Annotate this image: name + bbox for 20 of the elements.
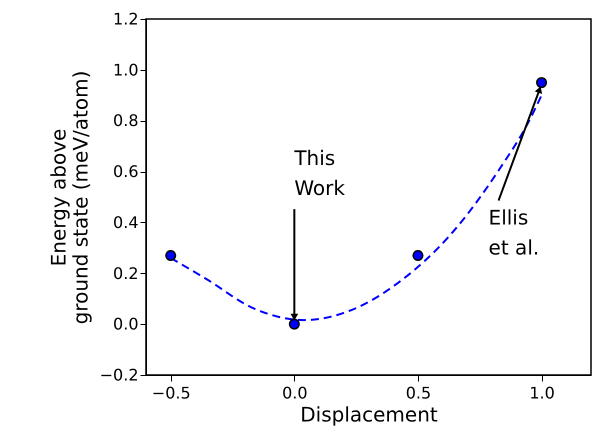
annotation: Ellis et al.	[488, 206, 540, 260]
x-tick-label: 0.5	[406, 384, 432, 402]
y-tick-label: 1.2	[113, 10, 138, 28]
x-axis-title: Displacement	[300, 402, 438, 426]
annotation: This Work	[293, 146, 346, 200]
y-tick-label: 1.0	[113, 60, 138, 80]
y-tick-label: 0.6	[113, 162, 138, 182]
y-tick-label: 0.0	[113, 314, 138, 334]
x-tick-label: 1.0	[529, 384, 555, 402]
y-tick-label: 0.8	[113, 111, 138, 130]
point	[288, 318, 300, 330]
y-tick-label: 0.4	[113, 212, 138, 232]
point	[165, 250, 176, 261]
point	[536, 77, 548, 88]
point	[412, 250, 424, 261]
x-tick-label: 0.0	[282, 384, 308, 402]
y-axis-title: Energy above ground state (meV/atom)	[46, 70, 93, 324]
x-tick-label: −0.5	[152, 384, 191, 402]
y-tick-label: 0.2	[113, 264, 138, 283]
y-tick-label: −0.2	[100, 366, 138, 384]
